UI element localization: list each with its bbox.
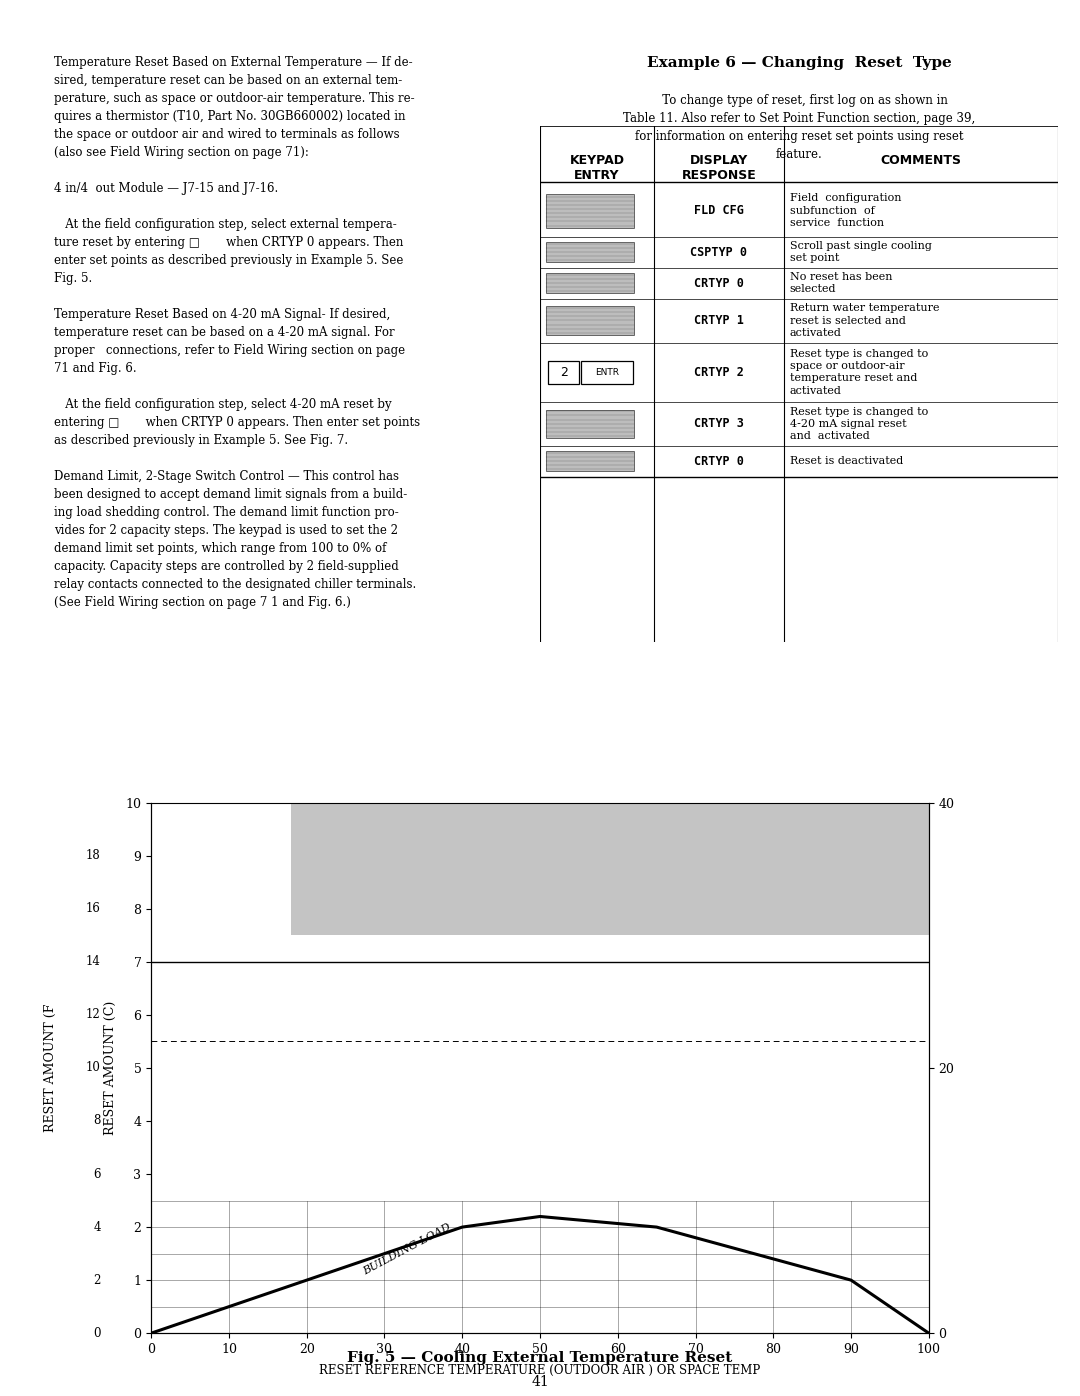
Bar [546, 306, 634, 335]
Bar [546, 451, 634, 472]
Text: 6: 6 [93, 1167, 100, 1181]
Text: Temperature Reset Based on External Temperature — If de-
sired, temperature rese: Temperature Reset Based on External Temp… [54, 56, 420, 609]
Text: Reset type is changed to
4-20 mA signal reset
and  activated: Reset type is changed to 4-20 mA signal … [789, 406, 928, 441]
Text: 2: 2 [93, 1273, 100, 1287]
Text: 14: 14 [85, 955, 100, 969]
Text: CSPTYP 0: CSPTYP 0 [690, 246, 747, 258]
Text: Return water temperature
reset is selected and
activated: Return water temperature reset is select… [789, 303, 940, 338]
Text: Example 6 — Changing  Reset  Type: Example 6 — Changing Reset Type [647, 56, 951, 70]
Bar [546, 274, 634, 293]
Bar [546, 242, 634, 262]
Text: CRTYP 3: CRTYP 3 [694, 417, 744, 430]
Text: BUILDING LOAD: BUILDING LOAD [361, 1222, 453, 1277]
Text: 2: 2 [559, 366, 567, 378]
Text: Scroll past single cooling
set point: Scroll past single cooling set point [789, 242, 932, 264]
Text: ENTR: ENTR [595, 367, 619, 377]
Text: CRTYP 2: CRTYP 2 [694, 366, 744, 378]
Text: No reset has been
selected: No reset has been selected [789, 272, 892, 295]
Text: 12: 12 [86, 1008, 100, 1022]
Text: RESET AMOUNT (F: RESET AMOUNT (F [43, 1004, 56, 1132]
Text: COMMENTS: COMMENTS [880, 154, 961, 168]
Text: FLD CFG: FLD CFG [694, 204, 744, 218]
Text: 8: 8 [93, 1114, 100, 1128]
Text: 4: 4 [93, 1220, 100, 1234]
Text: Reset is deactivated: Reset is deactivated [789, 456, 903, 466]
FancyBboxPatch shape [581, 362, 633, 384]
Text: DISPLAY
RESPONSE: DISPLAY RESPONSE [681, 154, 756, 181]
Text: CRTYP 0: CRTYP 0 [694, 276, 744, 290]
Text: 10: 10 [85, 1061, 100, 1075]
Text: Fig. 5 — Cooling External Temperature Reset: Fig. 5 — Cooling External Temperature Re… [348, 1351, 732, 1365]
Bar [546, 194, 634, 228]
Bar [292, 803, 929, 935]
Text: Reset type is changed to
space or outdoor-air
temperature reset and
activated: Reset type is changed to space or outdoo… [789, 349, 928, 396]
Text: Field  configuration
subfunction  of
service  function: Field configuration subfunction of servi… [789, 194, 902, 229]
Text: CRTYP 0: CRTYP 0 [694, 455, 744, 468]
Text: 18: 18 [86, 849, 100, 863]
Text: CRTYP 1: CRTYP 1 [694, 314, 744, 327]
Text: 0: 0 [93, 1326, 100, 1340]
Text: 41: 41 [531, 1375, 549, 1389]
FancyBboxPatch shape [548, 362, 579, 384]
Text: To change type of reset, first log on as shown in
Table 11. Also refer to Set Po: To change type of reset, first log on as… [623, 94, 975, 161]
Text: 16: 16 [85, 902, 100, 916]
X-axis label: RESET REFERENCE TEMPERATURE (OUTDOOR AIR ) OR SPACE TEMP: RESET REFERENCE TEMPERATURE (OUTDOOR AIR… [320, 1364, 760, 1378]
Bar [546, 409, 634, 438]
Y-axis label: RESET AMOUNT (C): RESET AMOUNT (C) [104, 1001, 117, 1135]
Text: KEYPAD
ENTRY: KEYPAD ENTRY [569, 154, 624, 181]
